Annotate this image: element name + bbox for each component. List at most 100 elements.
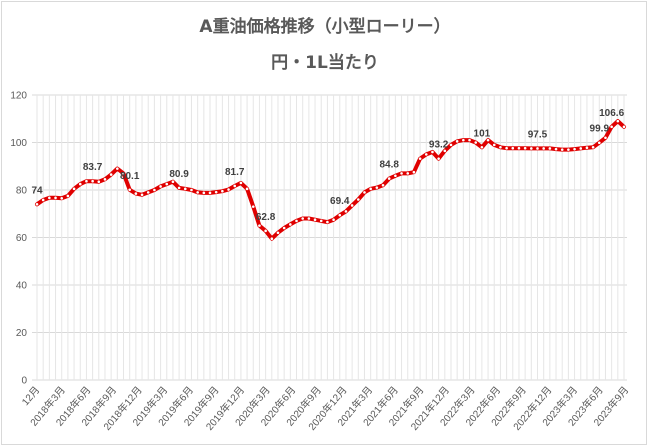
data-point [171,180,175,183]
data-point [245,187,249,191]
data-point [548,147,552,150]
data-label: 69.4 [330,196,350,207]
y-axis-ticks: 0 20 40 60 80 100 120 [10,91,27,387]
data-point [251,205,255,208]
data-point [579,147,583,150]
data-point [227,188,230,191]
y-tick-label: 100 [10,138,27,149]
data-point [387,177,391,180]
data-point [573,147,576,151]
data-point [183,187,187,191]
data-point [585,146,589,150]
data-point [66,194,70,198]
data-point [295,219,298,223]
data-point [406,172,410,175]
data-point [270,237,274,240]
data-point [412,170,416,174]
data-point [610,125,613,129]
data-point [486,138,490,142]
data-point [499,145,502,149]
data-label: 99.9 [590,124,610,135]
y-tick-label: 80 [16,186,28,197]
data-point [208,191,212,195]
data-label: 101 [474,128,491,139]
data-point [85,179,88,183]
y-tick-label: 0 [21,376,27,387]
data-point [319,219,323,223]
data-point [560,148,564,151]
data-point [103,178,107,181]
chart-subtitle: 円・1L当たり [271,53,379,73]
data-point [72,187,76,191]
data-point [109,173,113,176]
data-label: 83.7 [83,162,103,173]
data-point [455,140,459,143]
data-point [542,147,545,150]
data-point [523,146,527,150]
data-point [202,191,206,195]
data-point [468,138,471,142]
y-tick-label: 60 [16,233,28,244]
y-tick-label: 40 [16,281,28,292]
data-point [140,193,144,197]
y-tick-label: 20 [16,328,28,339]
data-point [492,143,496,147]
data-point [239,181,243,185]
data-label: 80.1 [120,171,140,182]
data-point [128,188,131,192]
data-point [424,153,428,156]
data-point [338,213,342,217]
data-point [190,188,193,192]
x-tick-label: 12月 [20,384,43,408]
data-point [196,191,199,194]
data-point [221,189,224,193]
data-point [282,226,286,230]
data-point [554,147,558,151]
data-point [462,138,465,142]
data-point [276,231,280,235]
data-point [616,119,620,123]
data-point [134,192,138,195]
data-point [97,180,101,183]
data-point [530,147,533,150]
data-label: 84.8 [379,160,399,171]
data-point [400,172,403,175]
series-price [35,119,626,241]
data-point [122,172,125,175]
data-point [153,188,156,192]
data-point [381,183,385,187]
data-point [431,150,434,154]
grid-lines [32,94,627,381]
data-point [35,202,39,206]
data-point [517,146,521,150]
data-point [449,143,453,147]
data-point [375,186,379,189]
data-point [289,223,292,226]
data-point [418,157,422,160]
data-label: 81.7 [225,167,245,178]
data-point [159,185,162,188]
chart-title: A重油価格推移（小型ローリー） [199,17,451,37]
data-point [332,218,335,221]
data-point [116,167,119,170]
data-point [511,146,515,150]
data-label: 93.2 [429,140,449,151]
data-point [597,141,601,145]
data-point [480,145,484,149]
data-point [369,187,372,191]
data-point [437,157,440,160]
data-point [301,217,304,220]
data-label: 62.8 [256,212,276,223]
y-tick-label: 120 [10,91,27,102]
data-point [60,197,64,200]
data-point [505,146,508,150]
data-point [474,141,478,144]
data-point [264,229,267,233]
data-label: 97.5 [528,129,548,140]
data-point [394,174,397,178]
data-point [604,136,607,140]
data-point [357,198,360,201]
data-point [48,196,51,200]
data-point [591,145,595,149]
data-point [258,224,261,227]
